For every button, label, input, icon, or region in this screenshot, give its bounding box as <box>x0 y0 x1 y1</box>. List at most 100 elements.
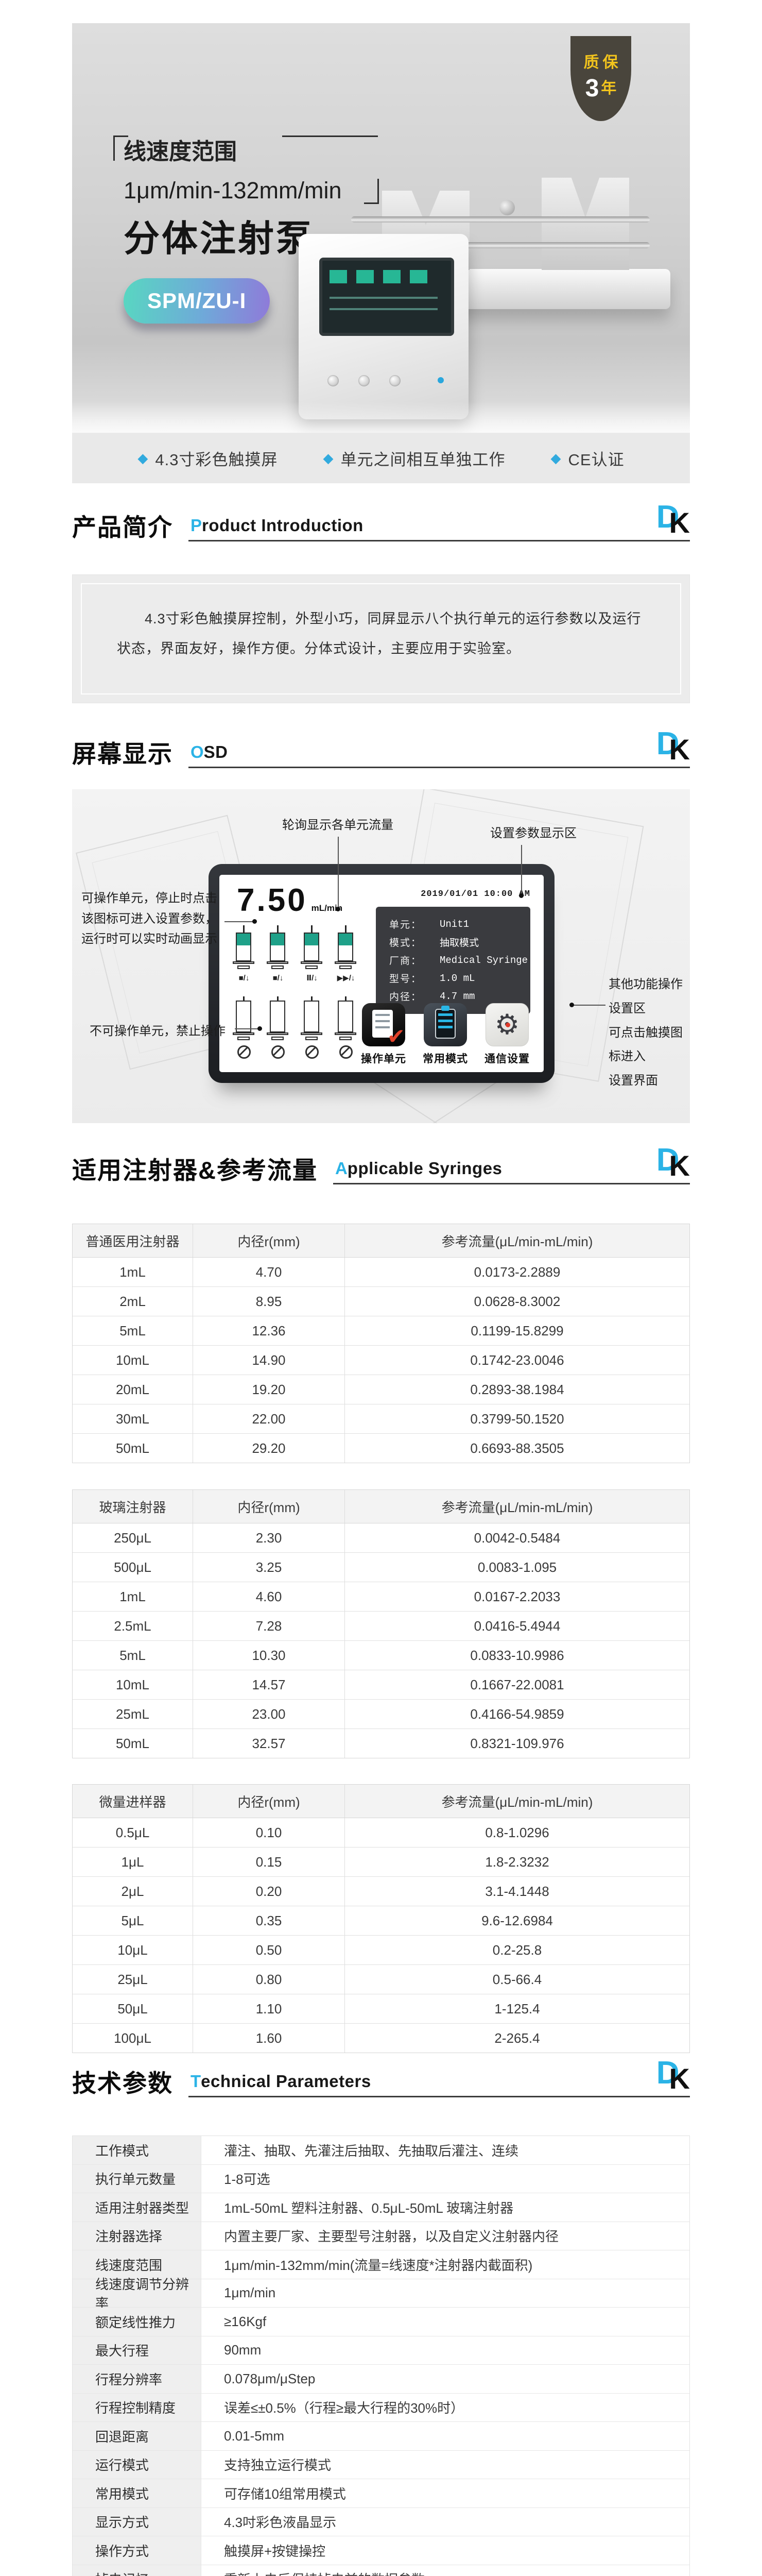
syringe-icon <box>301 996 323 1041</box>
speed-range-label: 线速度范围 <box>124 139 237 164</box>
power-led <box>438 377 444 383</box>
common-mode-app: 常用模式 <box>420 1003 471 1066</box>
touchscreen-tablet: 7.50 mL/min 2019/01/01 10:00 AM ■/↓ ■/↓ Ⅱ… <box>209 864 555 1083</box>
feature-item: ◆ 单元之间相互单独工作 <box>323 447 506 470</box>
callout-dot <box>257 1026 262 1031</box>
diamond-icon: ◆ <box>550 450 561 466</box>
table-header-row: 微量进样器 内径r(mm) 参考流量(μL/min-mL/min) <box>73 1785 689 1818</box>
document-icon <box>372 1010 393 1038</box>
dk-logo: DK <box>656 2055 690 2095</box>
intro-paragraph: 4.3寸彩色触摸屏控制，外型小巧，同屏显示八个执行单元的运行参数以及运行状态，界… <box>117 611 642 657</box>
feature-strip: ◆ 4.3寸彩色触摸屏 ◆ 单元之间相互单独工作 ◆ CE认证 <box>72 433 690 483</box>
feature-item: ◆ 4.3寸彩色触摸屏 <box>137 447 278 470</box>
syringe-icon <box>233 996 255 1041</box>
hero-product-photo <box>289 131 681 419</box>
check-icon: ✔ <box>387 1024 405 1048</box>
disabled-syringe-unit <box>335 996 357 1061</box>
tech-spec-row: 执行单元数量 1-8可选 <box>73 2164 689 2193</box>
section-subtitle: Technical Parameters <box>188 2073 690 2097</box>
parameter-row: 单元： Unit1 <box>389 918 470 931</box>
no-entry-icon <box>305 1045 319 1059</box>
active-syringe-unit: ■/↓ <box>233 925 255 984</box>
table-row: 5mL 10.30 0.0833-10.9986 <box>73 1641 689 1670</box>
tech-spec-row: 行程分辨率 0.078μm/μStep <box>73 2365 689 2394</box>
syringe-icon <box>335 996 357 1041</box>
screen-bar <box>383 270 401 283</box>
callout-line <box>521 845 522 895</box>
parameter-row: 模式： 抽取模式 <box>389 938 479 949</box>
section-subtitle: OSD <box>188 743 690 768</box>
table-row: 50μL 1.10 1-125.4 <box>73 1994 689 2024</box>
hero-titles: 线速度范围 1μm/min-132mm/min 分体注射泵 SPM/ZU-I <box>113 135 412 324</box>
tech-spec-row: 线速度调节分辨率 1μm/min <box>73 2277 689 2311</box>
warranty-text: 质保 <box>583 54 622 71</box>
callout-dot <box>336 907 340 911</box>
bracket-corner-icon <box>364 179 379 204</box>
table-row: 20mL 19.20 0.2893-38.1984 <box>73 1375 689 1404</box>
datetime-display: 2019/01/01 10:00 AM <box>421 889 530 899</box>
callout-settings-area: 其他功能操作设置区 可点击触摸图标进入 设置界面 <box>609 977 683 1088</box>
model-badge: SPM/ZU-I <box>124 278 270 324</box>
syringe-clamp <box>542 177 629 270</box>
callout-line <box>235 1028 259 1029</box>
tech-spec-row: 操作方式 触摸屏+按键操控 <box>73 2536 689 2565</box>
callout-line <box>224 921 254 922</box>
table-header-row: 普通医用注射器 内径r(mm) 参考流量(μL/min-mL/min) <box>73 1224 689 1258</box>
bracket-line <box>282 135 378 137</box>
section-header-intro: 产品简介 Product Introduction DK <box>72 501 690 541</box>
tech-spec-row: 线速度范围 1μm/min-132mm/min(流量=线速度*注射器内截面积) <box>73 2250 689 2279</box>
controller-photo <box>299 234 469 419</box>
controller-screen <box>319 258 454 336</box>
tech-spec-row: 常用模式 可存储10组常用模式 <box>73 2479 689 2508</box>
section-subtitle: Applicable Syringes <box>333 1160 690 1184</box>
callout-params: 设置参数显示区 <box>490 826 577 840</box>
dk-logo: DK <box>656 499 690 539</box>
tech-spec-row: 最大行程 90mm <box>73 2336 689 2365</box>
tech-spec-row: 显示方式 4.3吋彩色液晶显示 <box>73 2507 689 2536</box>
section-header-syringes: 适用注射器&参考流量 Applicable Syringes DK <box>72 1144 690 1184</box>
no-entry-icon <box>271 1045 285 1059</box>
table-row: 5mL 12.36 0.1199-15.8299 <box>73 1316 689 1346</box>
table-row: 0.5μL 0.10 0.8-1.0296 <box>73 1818 689 1848</box>
page-title: 分体注射泵 <box>124 218 314 259</box>
tech-spec-table: 工作模式 灌注、抽取、先灌注后抽取、先抽取后灌注、连续 执行单元数量 1-8可选… <box>72 2136 690 2576</box>
table-medical-syringes: 普通医用注射器 内径r(mm) 参考流量(μL/min-mL/min) 1mL … <box>72 1224 690 1463</box>
table-header-row: 玻璃注射器 内径r(mm) 参考流量(μL/min-mL/min) <box>73 1490 689 1523</box>
table-row: 50mL 32.57 0.8321-109.976 <box>73 1729 689 1758</box>
intro-panel: 4.3寸彩色触摸屏控制，外型小巧，同屏显示八个执行单元的运行参数以及运行状态，界… <box>72 574 690 703</box>
feature-item: ◆ CE认证 <box>551 447 625 470</box>
table-row: 50mL 29.20 0.6693-88.3505 <box>73 1434 689 1463</box>
app-icon-row: ✔ 操作单元 常用模式 ⚙ <box>358 1003 532 1066</box>
tech-spec-row: 运行模式 支持独立运行模式 <box>73 2450 689 2479</box>
disabled-syringe-unit <box>233 996 255 1061</box>
syringe-icon <box>233 925 255 970</box>
table-row: 250μL 2.30 0.0042-0.5484 <box>73 1523 689 1553</box>
feature-label: 单元之间相互单独工作 <box>340 450 506 469</box>
unit-status-icons: ▶▶/↓ <box>337 974 355 982</box>
osd-figure: 7.50 mL/min 2019/01/01 10:00 AM ■/↓ ■/↓ Ⅱ… <box>72 789 690 1123</box>
section-subtitle: Product Introduction <box>188 517 690 541</box>
diamond-icon: ◆ <box>323 450 334 466</box>
parameter-row: 型号： 1.0 mL <box>389 972 475 985</box>
disabled-syringe-unit <box>267 996 289 1061</box>
table-row: 10μL 0.50 0.2-25.8 <box>73 1936 689 1965</box>
callout-dot <box>519 893 524 898</box>
table-row: 25mL 23.00 0.4166-54.9859 <box>73 1700 689 1729</box>
section-title: 适用注射器&参考流量 <box>72 1157 318 1184</box>
intro-inner-frame: 4.3寸彩色触摸屏控制，外型小巧，同屏显示八个执行单元的运行参数以及运行状态，界… <box>81 583 681 694</box>
table-row: 2.5mL 7.28 0.0416-5.4944 <box>73 1612 689 1641</box>
tech-spec-row: 掉电记忆 重新上电后保持掉电前的数据参数 <box>73 2565 689 2576</box>
screen-bar <box>330 270 347 283</box>
syringe-icon <box>335 925 357 970</box>
table-row: 30mL 22.00 0.3799-50.1520 <box>73 1404 689 1434</box>
parameter-row: 内径： 4.7 mm <box>389 990 475 1003</box>
tech-spec-row: 额定线性推力 ≥16Kgf <box>73 2308 689 2336</box>
feature-label: 4.3寸彩色触摸屏 <box>155 450 278 469</box>
unit-status-icons: ■/↓ <box>272 974 284 982</box>
table-row: 2mL 8.95 0.0628-8.3002 <box>73 1287 689 1316</box>
section-header-tech: 技术参数 Technical Parameters DK <box>72 2057 690 2097</box>
speed-range-value: 1μm/min-132mm/min <box>124 177 342 204</box>
dk-logo: DK <box>656 726 690 766</box>
